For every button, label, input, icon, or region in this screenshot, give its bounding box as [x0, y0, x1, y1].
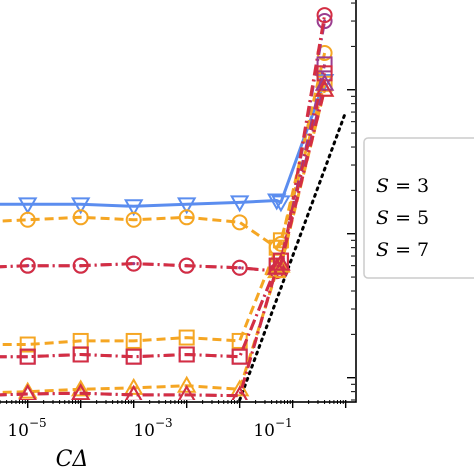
data-point [72, 346, 89, 363]
data-point [178, 257, 195, 274]
series-4 [0, 75, 333, 353]
series-line [0, 64, 327, 359]
data-point [19, 348, 36, 365]
data-point [19, 336, 36, 353]
plot-frame [0, 0, 357, 403]
data-point [231, 385, 248, 400]
data-point [18, 384, 37, 400]
data-point [178, 346, 195, 363]
data-point [72, 209, 89, 226]
data-point [316, 13, 333, 30]
data-point-dot [238, 266, 242, 270]
series-line [0, 14, 327, 273]
data-point [229, 379, 250, 397]
data-point [231, 259, 248, 276]
data-point [125, 211, 142, 228]
data-point [314, 79, 335, 97]
legend-box [363, 137, 474, 279]
series-1 [0, 44, 333, 256]
data-point [125, 384, 143, 400]
series-layer [0, 7, 335, 400]
y-axis-ticks [347, 2, 355, 401]
x-tick-label: 10−5 [7, 416, 46, 441]
data-point [229, 195, 250, 213]
series-line [0, 52, 327, 250]
data-point [19, 211, 36, 228]
data-point [176, 375, 197, 393]
series-line [0, 80, 327, 208]
data-point-dot [132, 262, 136, 266]
data-point [266, 193, 287, 211]
data-point [231, 214, 248, 231]
data-point [271, 253, 291, 271]
data-point [123, 377, 144, 395]
data-point [316, 7, 333, 24]
legend: S = 3 S = 5 S = 7 [363, 137, 474, 279]
x-tick-label: 10−1 [253, 416, 292, 441]
series-8 [0, 73, 335, 400]
legend-entry: S = 7 [376, 239, 429, 261]
series-line [0, 83, 327, 346]
reference-slope-line [238, 110, 348, 402]
data-point [316, 56, 333, 73]
data-point [125, 255, 142, 272]
series-0 [0, 73, 335, 217]
series-2 [0, 13, 333, 280]
data-point [178, 384, 196, 400]
data-point [123, 199, 144, 217]
data-point [19, 257, 36, 274]
legend-entry: S = 3 [376, 175, 429, 197]
data-point [266, 257, 287, 275]
series-9 [0, 79, 335, 400]
data-point [271, 195, 291, 213]
data-point [70, 197, 91, 215]
data-point [72, 257, 89, 274]
data-point [71, 383, 91, 400]
data-point [231, 348, 248, 365]
data-point [176, 197, 197, 215]
data-point [178, 329, 195, 346]
data-point [125, 348, 142, 365]
data-point [70, 379, 91, 397]
x-axis-label: CΔ [56, 447, 89, 472]
series-6 [0, 65, 333, 365]
series-line [0, 89, 327, 398]
data-point [271, 255, 291, 273]
x-tick-label: 10−3 [133, 416, 172, 441]
data-point [17, 381, 38, 399]
data-point [17, 197, 38, 215]
x-axis-ticks [0, 400, 347, 408]
series-line [0, 72, 327, 359]
reference-line [238, 110, 348, 402]
legend-entry: S = 5 [376, 207, 429, 229]
data-point [178, 209, 195, 226]
data-point [125, 332, 142, 349]
